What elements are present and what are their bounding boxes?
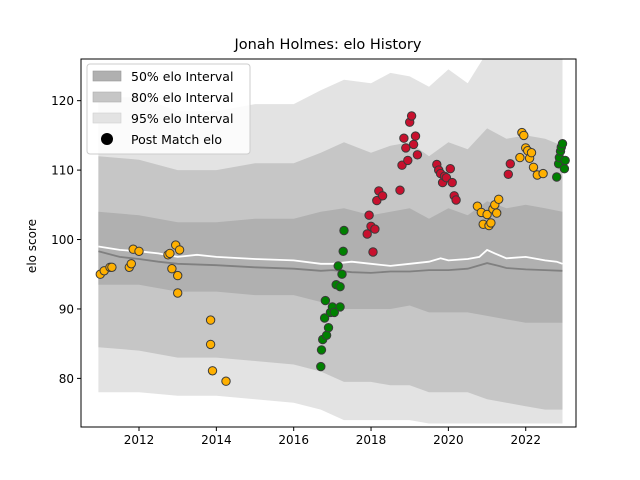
data-point xyxy=(377,191,388,201)
data-point xyxy=(339,225,349,236)
legend-label-post-match: Post Match elo xyxy=(131,132,222,147)
data-point xyxy=(503,169,513,180)
data-point xyxy=(401,143,411,153)
data-point xyxy=(560,155,570,166)
data-point xyxy=(370,224,380,234)
data-point xyxy=(333,261,343,271)
legend-label-95: 95% elo Interval xyxy=(131,111,233,126)
data-point xyxy=(403,155,413,166)
data-point xyxy=(515,152,525,163)
data-point xyxy=(528,162,539,173)
data-point xyxy=(494,194,504,205)
data-point xyxy=(173,270,183,281)
data-point xyxy=(362,229,372,239)
data-point xyxy=(559,164,570,174)
data-point xyxy=(321,330,332,340)
x-tick-label: 2012 xyxy=(124,433,155,447)
legend-marker-post-match xyxy=(101,133,113,145)
x-tick-label: 2016 xyxy=(278,433,309,447)
data-point xyxy=(207,366,218,376)
x-tick-label: 2020 xyxy=(433,433,464,447)
data-point xyxy=(338,246,348,257)
data-point xyxy=(126,259,137,269)
chart-title: Jonah Holmes: elo History xyxy=(234,37,422,53)
plot-content xyxy=(95,59,570,424)
data-point xyxy=(335,282,345,292)
legend: 50% elo Interval 80% elo Interval 95% el… xyxy=(86,63,251,155)
data-point xyxy=(205,315,216,325)
legend-swatch-95 xyxy=(92,112,122,124)
data-point xyxy=(486,218,496,228)
x-tick-label: 2018 xyxy=(356,433,387,447)
data-point xyxy=(337,269,347,279)
data-point xyxy=(395,185,405,195)
data-point xyxy=(320,295,331,306)
data-point xyxy=(557,139,568,149)
data-point xyxy=(406,111,417,121)
data-point xyxy=(399,133,409,143)
series-line-1 xyxy=(98,250,563,274)
data-point xyxy=(451,195,461,205)
data-point xyxy=(107,262,117,272)
data-point xyxy=(167,264,177,274)
data-point xyxy=(316,361,326,372)
data-point xyxy=(368,247,378,257)
data-point xyxy=(205,339,216,350)
y-tick-label: 120 xyxy=(51,94,74,108)
data-point xyxy=(526,148,537,158)
band-50-interval xyxy=(98,201,563,323)
y-tick-label: 90 xyxy=(59,302,74,316)
data-point xyxy=(482,209,492,220)
data-point xyxy=(447,177,457,188)
x-tick-label: 2014 xyxy=(201,433,232,447)
data-point xyxy=(174,245,185,255)
y-axis-label: elo score xyxy=(25,219,39,273)
legend-box xyxy=(86,63,251,155)
series-line-0 xyxy=(98,245,563,267)
legend-swatch-50 xyxy=(92,70,122,82)
legend-label-50: 50% elo Interval xyxy=(131,69,233,84)
data-point xyxy=(329,307,339,318)
data-point xyxy=(323,323,334,333)
x-tick-label: 2022 xyxy=(510,433,541,447)
y-tick-label: 100 xyxy=(51,233,74,247)
data-point xyxy=(134,246,144,257)
y-tick-label: 110 xyxy=(51,164,74,178)
data-point xyxy=(492,208,502,218)
data-point xyxy=(445,164,455,174)
data-point xyxy=(364,210,374,220)
data-point xyxy=(335,302,345,312)
plot-frame xyxy=(80,58,577,428)
data-point xyxy=(410,131,421,141)
data-point xyxy=(505,159,515,169)
data-point xyxy=(221,376,231,386)
data-point xyxy=(538,168,548,179)
data-point xyxy=(519,130,529,141)
data-point xyxy=(319,313,330,323)
legend-label-80: 80% elo Interval xyxy=(131,90,233,105)
y-tick-label: 80 xyxy=(59,372,74,386)
data-point xyxy=(173,288,183,298)
plot-area: 2012 2014 2016 2018 2020 2022 80 90 100 110 120 xyxy=(51,58,577,447)
data-point xyxy=(412,150,423,160)
data-point xyxy=(408,139,419,150)
data-point xyxy=(165,248,175,259)
legend-swatch-80 xyxy=(92,91,122,103)
data-point xyxy=(552,172,562,182)
data-point xyxy=(316,345,327,355)
